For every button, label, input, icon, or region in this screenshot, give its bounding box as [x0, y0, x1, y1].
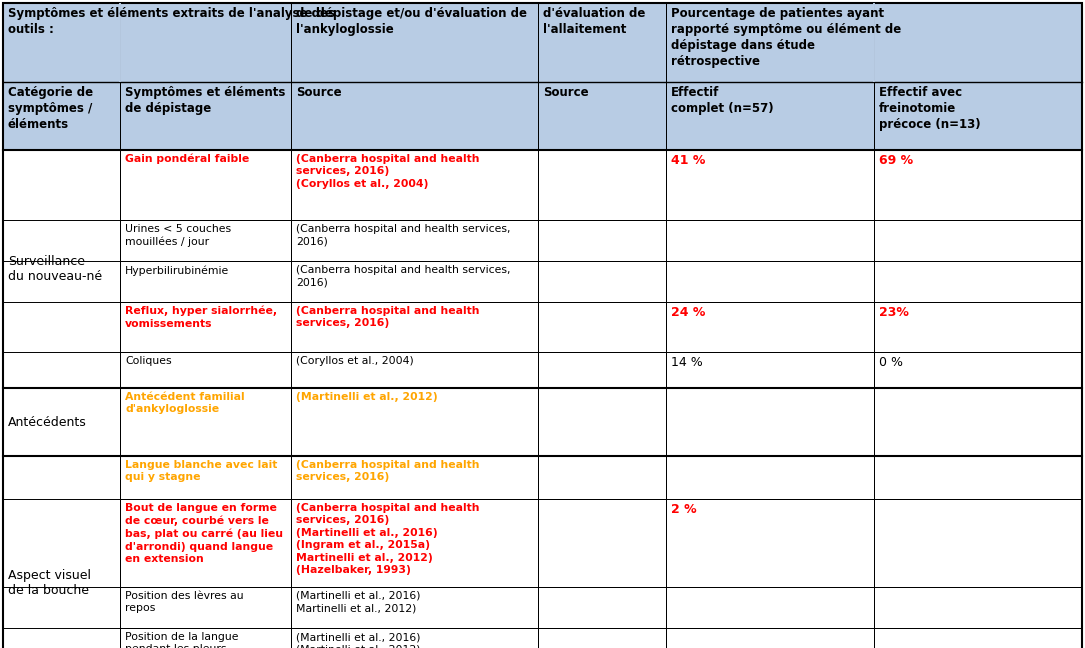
- Text: Catégorie de
symptômes /
éléments: Catégorie de symptômes / éléments: [8, 86, 93, 131]
- Text: (Martinelli et al., 2016)
Martinelli et al., 2012): (Martinelli et al., 2016) Martinelli et …: [296, 591, 421, 614]
- Bar: [120, 302, 291, 352]
- Text: Reflux, hyper sialorrhée,
vomissements: Reflux, hyper sialorrhée, vomissements: [125, 306, 277, 329]
- Text: Coliques: Coliques: [125, 356, 171, 366]
- Bar: [666, 82, 875, 150]
- Bar: [120, 150, 291, 220]
- Text: Surveillance
du nouveau-né: Surveillance du nouveau-né: [8, 255, 102, 283]
- Text: Antécédents: Antécédents: [8, 415, 87, 428]
- Text: (Canberra hospital and health services,
2016): (Canberra hospital and health services, …: [296, 224, 511, 246]
- Bar: [291, 302, 538, 352]
- Bar: [875, 388, 1082, 456]
- Bar: [875, 628, 1082, 648]
- Bar: [875, 302, 1082, 352]
- Text: Bout de langue en forme
de cœur, courbé vers le
bas, plat ou carré (au lieu
d'ar: Bout de langue en forme de cœur, courbé …: [125, 503, 283, 564]
- Bar: [120, 499, 291, 587]
- Bar: [875, 220, 1082, 261]
- Text: Urines < 5 couches
mouillées / jour: Urines < 5 couches mouillées / jour: [125, 224, 231, 247]
- Bar: [291, 388, 538, 456]
- Bar: [291, 352, 538, 388]
- Bar: [666, 499, 875, 587]
- Bar: [666, 302, 875, 352]
- Text: (Canberra hospital and health
services, 2016): (Canberra hospital and health services, …: [296, 306, 480, 329]
- Bar: [3, 82, 120, 150]
- Bar: [538, 628, 666, 648]
- Bar: [120, 261, 291, 302]
- Bar: [120, 352, 291, 388]
- Bar: [875, 82, 1082, 150]
- Text: (Canberra hospital and health
services, 2016)
(Martinelli et al., 2016)
(Ingram : (Canberra hospital and health services, …: [296, 503, 480, 575]
- Text: Source: Source: [296, 86, 342, 99]
- Bar: [291, 150, 538, 220]
- Bar: [875, 150, 1082, 220]
- Bar: [666, 150, 875, 220]
- Bar: [538, 352, 666, 388]
- Bar: [291, 82, 538, 150]
- Bar: [3, 150, 120, 388]
- Bar: [291, 261, 538, 302]
- Bar: [666, 352, 875, 388]
- Bar: [666, 628, 875, 648]
- Text: Aspect visuel
de la bouche: Aspect visuel de la bouche: [8, 569, 91, 597]
- Text: Gain pondéral faible: Gain pondéral faible: [125, 154, 250, 165]
- Bar: [120, 388, 291, 456]
- Bar: [291, 220, 538, 261]
- Bar: [666, 388, 875, 456]
- Bar: [875, 499, 1082, 587]
- Bar: [666, 456, 875, 499]
- Text: 0 %: 0 %: [879, 356, 903, 369]
- Text: (Coryllos et al., 2004): (Coryllos et al., 2004): [296, 356, 413, 366]
- Text: (Canberra hospital and health services,
2016): (Canberra hospital and health services, …: [296, 265, 511, 288]
- Text: Symptômes et éléments
de dépistage: Symptômes et éléments de dépistage: [125, 86, 285, 115]
- Bar: [538, 302, 666, 352]
- Bar: [666, 587, 875, 628]
- Text: d'évaluation de
l'allaitement: d'évaluation de l'allaitement: [544, 7, 646, 36]
- Text: Pourcentage de patientes ayant
rapporté symptôme ou élément de
dépistage dans ét: Pourcentage de patientes ayant rapporté …: [671, 7, 902, 68]
- Text: (Canberra hospital and health
services, 2016)
(Coryllos et al., 2004): (Canberra hospital and health services, …: [296, 154, 480, 189]
- Bar: [538, 150, 666, 220]
- Text: Position des lèvres au
repos: Position des lèvres au repos: [125, 591, 244, 614]
- Bar: [291, 587, 538, 628]
- Bar: [3, 456, 120, 648]
- Text: 69 %: 69 %: [879, 154, 914, 167]
- Bar: [875, 456, 1082, 499]
- Bar: [120, 628, 291, 648]
- Bar: [291, 3, 538, 82]
- Bar: [666, 220, 875, 261]
- Bar: [538, 499, 666, 587]
- Bar: [3, 388, 120, 456]
- Bar: [3, 3, 291, 82]
- Bar: [666, 261, 875, 302]
- Text: (Canberra hospital and health
services, 2016): (Canberra hospital and health services, …: [296, 460, 480, 482]
- Bar: [120, 587, 291, 628]
- Text: 41 %: 41 %: [671, 154, 705, 167]
- Bar: [875, 352, 1082, 388]
- Bar: [538, 456, 666, 499]
- Text: de dépistage et/ou d'évaluation de
l'ankyloglossie: de dépistage et/ou d'évaluation de l'ank…: [296, 7, 527, 36]
- Text: Symptômes et éléments extraits de l'analyse des
outils :: Symptômes et éléments extraits de l'anal…: [8, 7, 335, 36]
- Text: Effectif avec
freinotomie
précoce (n=13): Effectif avec freinotomie précoce (n=13): [879, 86, 981, 131]
- Bar: [538, 3, 666, 82]
- Bar: [538, 587, 666, 628]
- Bar: [538, 261, 666, 302]
- Bar: [538, 388, 666, 456]
- Text: Hyperbilirubinémie: Hyperbilirubinémie: [125, 265, 229, 275]
- Bar: [291, 456, 538, 499]
- Text: 24 %: 24 %: [671, 306, 705, 319]
- Bar: [120, 82, 291, 150]
- Text: (Martinelli et al., 2012): (Martinelli et al., 2012): [296, 392, 437, 402]
- Text: Antécédent familial
d'ankyloglossie: Antécédent familial d'ankyloglossie: [125, 392, 244, 415]
- Bar: [538, 82, 666, 150]
- Text: 2 %: 2 %: [671, 503, 697, 516]
- Bar: [538, 220, 666, 261]
- Text: Langue blanche avec lait
qui y stagne: Langue blanche avec lait qui y stagne: [125, 460, 278, 482]
- Bar: [875, 261, 1082, 302]
- Bar: [120, 220, 291, 261]
- Bar: [291, 499, 538, 587]
- Text: 14 %: 14 %: [671, 356, 703, 369]
- Bar: [875, 587, 1082, 628]
- Text: Source: Source: [544, 86, 589, 99]
- Text: Position de la langue
pendant les pleurs: Position de la langue pendant les pleurs: [125, 632, 239, 648]
- Bar: [120, 456, 291, 499]
- Text: Effectif
complet (n=57): Effectif complet (n=57): [671, 86, 774, 115]
- Bar: [666, 3, 1082, 82]
